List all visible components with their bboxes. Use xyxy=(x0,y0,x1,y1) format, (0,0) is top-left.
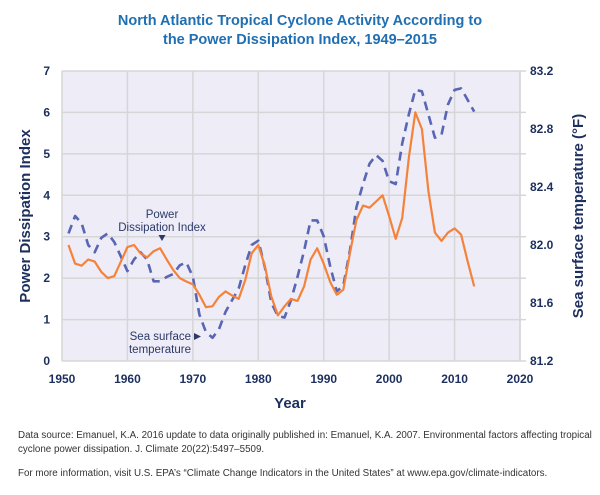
x-axis-title: Year xyxy=(274,395,306,412)
y2-tick-label: 82.0 xyxy=(530,238,554,252)
x-tick-label: 2010 xyxy=(441,372,468,386)
x-tick-label: 2020 xyxy=(507,372,534,386)
y-tick-label: 2 xyxy=(43,271,50,285)
chart-title: North Atlantic Tropical Cyclone Activity… xyxy=(0,12,600,50)
y2-axis-title: Sea surface temperature (°F) xyxy=(570,114,587,318)
more-info-note: For more information, visit U.S. EPA’s “… xyxy=(18,468,548,479)
sst-series-line xyxy=(67,87,476,340)
x-tick-label: 1970 xyxy=(180,372,207,386)
annotation-sst-line-2: temperature xyxy=(129,344,191,356)
y2-tick-label: 82.8 xyxy=(530,122,554,136)
y-tick-label: 3 xyxy=(43,230,50,244)
y2-tick-label: 81.2 xyxy=(530,354,554,368)
x-tick-label: 1990 xyxy=(310,372,337,386)
y-tick-label: 4 xyxy=(43,188,50,202)
y2-tick-label: 83.2 xyxy=(530,64,554,78)
y-tick-label: 5 xyxy=(43,147,50,161)
annotation-pdi: Power Dissipation Index xyxy=(118,209,206,241)
x-tick-label: 1950 xyxy=(49,372,76,386)
chart: 1950 1960 1970 1980 1990 2000 2010 2020 0 1 2 3 4 5 6… xyxy=(17,64,587,412)
x-tick-label: 1960 xyxy=(114,372,141,386)
data-source-note: Data source: Emanuel, K.A. 2016 update t… xyxy=(18,430,592,455)
x-tick-label: 1980 xyxy=(245,372,272,386)
chart-title-line-2: the Power Dissipation Index, 1949–2015 xyxy=(162,32,437,48)
x-tick-label: 2000 xyxy=(376,372,403,386)
y-tick-label: 0 xyxy=(43,354,50,368)
annotation-pdi-line-2: Dissipation Index xyxy=(118,222,206,234)
y-axis-title: Power Dissipation Index xyxy=(17,129,34,303)
y-tick-label: 7 xyxy=(43,64,50,78)
chart-title-line-1: North Atlantic Tropical Cyclone Activity… xyxy=(117,13,483,29)
x-axis-ticks: 1950 1960 1970 1980 1990 2000 2010 2020 xyxy=(49,372,534,386)
gridlines xyxy=(61,70,526,362)
y2-axis-ticks: 81.2 81.6 82.0 82.4 82.8 83.2 xyxy=(530,64,554,368)
footer: Data source: Emanuel, K.A. 2016 update t… xyxy=(18,429,593,491)
annotation-pdi-line-1: Power xyxy=(146,209,179,221)
annotation-sst: Sea surface temperature xyxy=(129,331,201,356)
annotation-pdi-arrow-icon xyxy=(158,235,166,241)
series-lines xyxy=(67,87,476,340)
annotation-sst-arrow-icon xyxy=(194,333,201,340)
y-axis-ticks: 0 1 2 3 4 5 6 7 xyxy=(43,64,50,368)
y-tick-label: 1 xyxy=(43,313,50,327)
y-tick-label: 6 xyxy=(43,105,50,119)
annotation-sst-line-1: Sea surface xyxy=(130,331,191,343)
y2-tick-label: 82.4 xyxy=(530,180,554,194)
pdi-series-line xyxy=(67,111,476,317)
y2-tick-label: 81.6 xyxy=(530,296,554,310)
plot-area xyxy=(62,71,520,361)
